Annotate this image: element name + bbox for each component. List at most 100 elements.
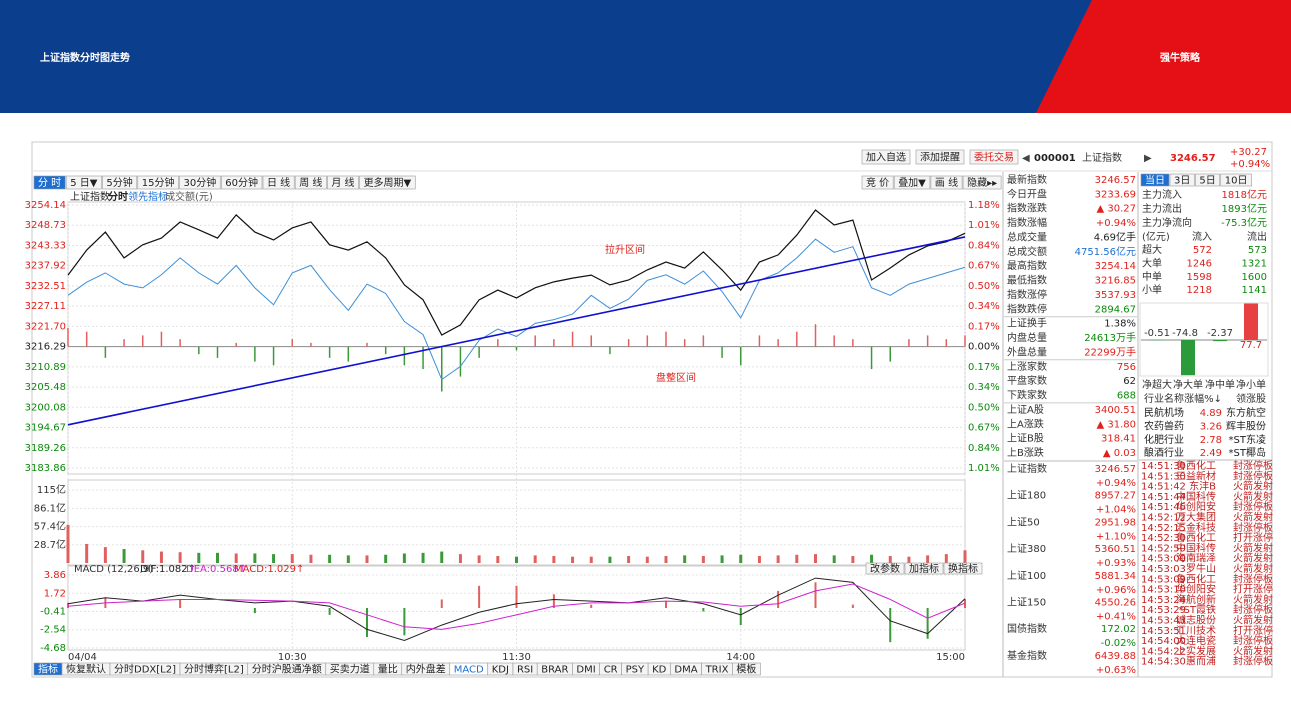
y2-tick-label: 0.67% [968, 423, 1000, 434]
period-tab[interactable]: 更多周期▼ [364, 176, 412, 189]
flow-label: 主力流入 [1142, 188, 1182, 201]
stock-change: +30.27 [1230, 147, 1267, 158]
toolbar-button[interactable]: 添加提醒 [920, 151, 960, 164]
y-tick-label: 3232.51 [25, 281, 66, 292]
period-tab[interactable]: 月 线 [331, 176, 354, 189]
indicator-tab[interactable]: 内外盘差 [406, 663, 446, 676]
quote-label: 指数跌停 [1007, 302, 1047, 315]
flow-cell: 573 [1248, 245, 1267, 256]
index-name: 上证50 [1007, 516, 1040, 528]
toolbar-button[interactable]: 加入自选 [866, 151, 906, 164]
ticker-cell: 封涨停板 [1233, 459, 1273, 472]
indicator-tab[interactable]: BRAR [541, 665, 568, 676]
indicator-tab[interactable]: 分时DDX[L2] [114, 664, 176, 676]
indicator-tab[interactable]: 分时博弈[L2] [184, 663, 244, 676]
period-tab[interactable]: 5分钟 [106, 176, 132, 189]
ticker-cell: 汇川技术 [1176, 624, 1216, 637]
period-tab[interactable]: 日 线 [267, 176, 290, 189]
industry-cell: 化肥行业 [1144, 433, 1184, 446]
indicator-tab[interactable]: CR [604, 665, 618, 676]
macd-button[interactable]: 改参数 [870, 562, 900, 575]
quote-value: 3400.51 [1095, 405, 1136, 416]
tool-button[interactable]: 叠加▼ [898, 177, 926, 189]
industry-header: 行业名称 [1144, 392, 1184, 405]
quote-value: 62 [1123, 376, 1136, 387]
period-tab[interactable]: 分 时 [38, 177, 61, 189]
tool-button[interactable]: 画 线 [935, 176, 958, 189]
indicator-tab[interactable]: KDJ [492, 665, 509, 676]
flow-cell: 超大 [1142, 243, 1162, 256]
ticker-cell: 火箭发射 [1233, 480, 1273, 493]
quote-value: 3216.85 [1095, 276, 1136, 287]
macd-button[interactable]: 加指标 [909, 562, 939, 575]
index-value: 5360.51 [1095, 544, 1136, 555]
ticker-cell: 封涨停板 [1233, 469, 1273, 482]
indicator-tab[interactable]: 量比 [378, 664, 398, 676]
indicator-tab[interactable]: 恢复默认 [66, 663, 106, 676]
quote-value: 4751.56亿元 [1075, 245, 1136, 258]
index-pct: +0.93% [1096, 558, 1136, 569]
y2-tick-label: 1.18% [968, 200, 1000, 211]
toolbar-button[interactable]: 委托交易 [974, 151, 1014, 164]
index-value: 6439.88 [1095, 651, 1136, 662]
indicator-tab[interactable]: 模板 [736, 663, 756, 676]
period-tab[interactable]: 30分钟 [184, 176, 217, 189]
period-tab[interactable]: 周 线 [299, 176, 322, 189]
indicator-tab[interactable]: DMI [576, 665, 595, 676]
ticker-cell: 惠而浦 [1186, 655, 1216, 668]
tool-button[interactable]: 隐藏▸▸ [967, 177, 997, 189]
y-tick-label: 3216.29 [25, 342, 66, 353]
index-name: 上证380 [1007, 543, 1046, 555]
indicator-tab[interactable]: TRIX [705, 665, 729, 676]
x-tick-label: 15:00 [936, 652, 965, 663]
period-tab[interactable]: 15分钟 [142, 176, 175, 189]
legend-item: 领先指标 [128, 190, 168, 203]
flow-tab[interactable]: 5日 [1199, 176, 1215, 187]
industry-cell: 2.49 [1200, 448, 1222, 459]
ticker-cell: 打开涨停 [1233, 583, 1273, 596]
indicator-tab[interactable]: MACD [454, 665, 484, 676]
tool-button[interactable]: 竞 价 [866, 176, 889, 189]
indicator-tab[interactable]: 指标 [38, 663, 58, 676]
net-bar [1244, 303, 1258, 340]
flow-tab[interactable]: 10日 [1225, 176, 1248, 187]
industry-cell: 辉丰股份 [1226, 419, 1266, 432]
quote-value: +0.94% [1096, 218, 1136, 229]
y-tick-label: 57.4亿 [34, 520, 66, 533]
net-bar [1213, 340, 1227, 341]
period-tab[interactable]: 5 日▼ [70, 178, 98, 189]
indicator-tab[interactable]: 分时沪股通净额 [252, 663, 322, 676]
ticker-cell: 封涨停板 [1233, 572, 1273, 585]
indicator-tab[interactable]: DMA [674, 665, 697, 676]
industry-header: 涨幅%↓ [1184, 392, 1222, 405]
y-tick-label: 3254.14 [25, 200, 66, 211]
y-tick-label: 3200.08 [25, 402, 66, 413]
indicator-tab[interactable]: KD [652, 665, 667, 676]
indicator-tab[interactable]: RSI [517, 665, 533, 676]
ticker-cell: 华创阳安 [1176, 500, 1216, 513]
period-tab[interactable]: 60分钟 [225, 176, 258, 189]
y2-tick-label: 0.17% [968, 321, 1000, 332]
flow-value: 1893亿元 [1222, 202, 1267, 215]
stock-pct: +0.94% [1230, 159, 1270, 170]
quote-label: 上B涨跌 [1007, 446, 1044, 459]
quote-label: 平盘家数 [1007, 374, 1047, 387]
flow-value: -75.3亿元 [1221, 216, 1267, 229]
ticker-cell: 中国科传 [1176, 541, 1216, 554]
y-tick-label: 3205.48 [25, 382, 66, 393]
index-pct: +0.94% [1096, 478, 1136, 489]
ticker-cell: 封涨停板 [1233, 521, 1273, 534]
indicator-tab[interactable]: 买卖力道 [330, 663, 370, 676]
y2-tick-label: 0.00% [968, 342, 1000, 353]
ticker-cell: 火箭发射 [1233, 593, 1273, 606]
macd-button[interactable]: 换指标 [948, 562, 978, 575]
y-tick-label: 3210.89 [25, 362, 66, 373]
flow-tab[interactable]: 当日 [1145, 174, 1165, 187]
flow-tab[interactable]: 3日 [1174, 176, 1190, 187]
ticker-cell: 大连电瓷 [1176, 634, 1216, 647]
legend-item: 上证指数 [70, 190, 110, 203]
industry-cell: 酿酒行业 [1144, 446, 1184, 459]
quote-label: 上证换手 [1007, 317, 1047, 330]
indicator-tab[interactable]: PSY [626, 665, 645, 676]
nav-prev: ◀ [1022, 153, 1030, 164]
